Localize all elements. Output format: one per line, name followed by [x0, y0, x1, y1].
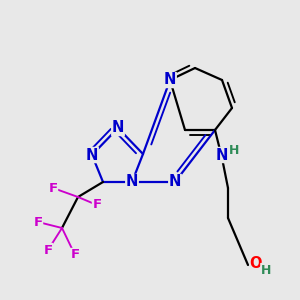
Text: F: F	[92, 199, 102, 212]
Text: N: N	[86, 148, 98, 163]
Text: N: N	[112, 121, 124, 136]
Text: N: N	[216, 148, 228, 163]
Text: F: F	[44, 244, 52, 256]
Text: F: F	[33, 215, 43, 229]
Text: N: N	[126, 175, 138, 190]
Text: N: N	[169, 175, 181, 190]
Text: F: F	[70, 248, 80, 262]
Text: F: F	[48, 182, 58, 194]
Text: N: N	[164, 73, 176, 88]
Text: H: H	[229, 143, 239, 157]
Text: O: O	[250, 256, 262, 271]
Text: H: H	[261, 263, 271, 277]
